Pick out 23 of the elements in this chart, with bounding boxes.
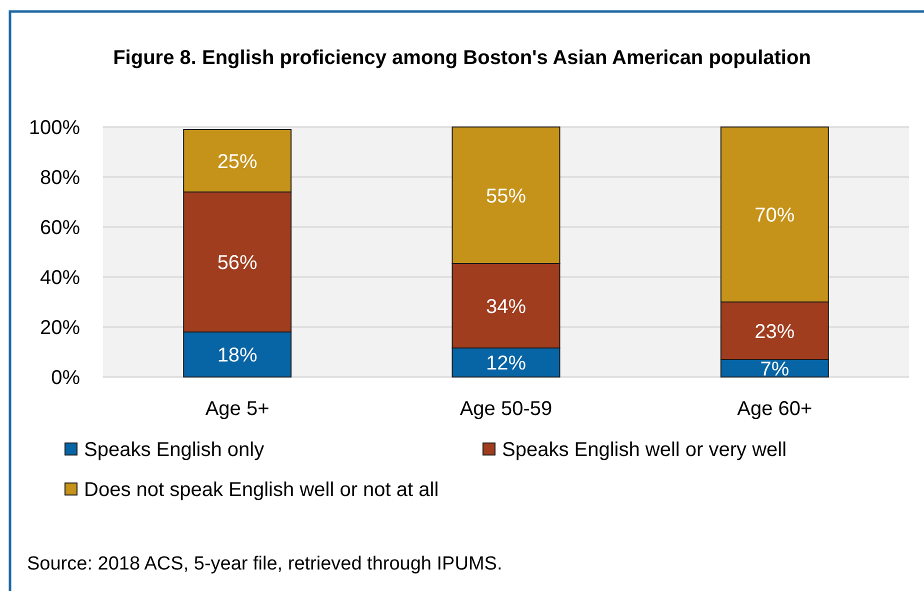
legend-label: Speaks English well or very well — [502, 439, 787, 461]
data-label: 7% — [760, 358, 790, 380]
data-label: 56% — [217, 252, 258, 274]
x-tick-label: Age 50-59 — [460, 398, 552, 420]
legend-label: Speaks English only — [84, 439, 264, 461]
y-tick-label: 0% — [51, 367, 80, 389]
x-tick-label: Age 60+ — [737, 398, 812, 420]
source-note: Source: 2018 ACS, 5-year file, retrieved through IPUMS. — [27, 554, 502, 575]
data-label: 70% — [754, 204, 795, 226]
data-label: 34% — [486, 296, 526, 318]
chart-title: Figure 8. English proficiency among Boston's Asian American population — [113, 47, 811, 69]
y-tick-label: 20% — [40, 317, 80, 339]
data-label: 12% — [486, 352, 526, 374]
data-label: 23% — [754, 320, 795, 343]
data-label: 55% — [486, 185, 526, 208]
legend-label: Does not speak English well or not at all — [84, 479, 439, 501]
data-label: 18% — [217, 344, 258, 366]
y-tick-label: 100% — [28, 117, 80, 139]
x-tick-label: Age 5+ — [205, 398, 270, 420]
y-tick-label: 60% — [40, 217, 80, 239]
y-tick-label: 40% — [40, 267, 80, 289]
y-tick-label: 80% — [40, 167, 80, 189]
data-label: 25% — [217, 150, 258, 173]
